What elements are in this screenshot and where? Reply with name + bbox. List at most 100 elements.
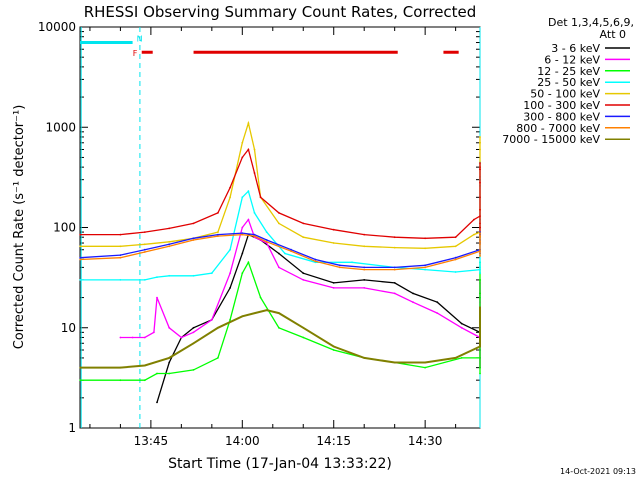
data-point xyxy=(479,215,481,218)
data-point xyxy=(143,251,146,253)
data-point xyxy=(479,268,481,271)
data-point xyxy=(79,366,82,369)
series-line xyxy=(120,218,481,368)
data-point xyxy=(253,148,256,151)
y-tick-label: 1000 xyxy=(45,120,76,134)
data-point xyxy=(424,264,426,267)
data-point xyxy=(210,272,213,275)
data-point xyxy=(332,287,335,289)
data-point xyxy=(143,364,146,367)
data-point xyxy=(393,246,396,249)
legend-entry-label: 100 - 300 keV xyxy=(523,99,600,112)
legend-title: Det 1,3,4,5,6,9, xyxy=(548,16,634,29)
data-point xyxy=(156,372,158,375)
y-tick-label: 100 xyxy=(53,221,76,235)
legend-entry-label: 7000 - 15000 keV xyxy=(502,133,600,146)
data-point xyxy=(278,252,280,255)
series-800-7000-kev xyxy=(79,232,481,271)
data-point xyxy=(168,274,171,277)
data-point xyxy=(265,309,268,311)
data-point xyxy=(479,272,481,275)
data-point xyxy=(479,166,481,169)
series-50-100-kev xyxy=(79,120,481,250)
data-point xyxy=(156,276,158,278)
data-point xyxy=(363,233,366,236)
data-point xyxy=(479,240,481,243)
series-100-300-kev xyxy=(79,148,481,240)
x-axis-label: Start Time (17-Jan-04 13:33:22) xyxy=(168,456,392,472)
data-point xyxy=(153,331,155,334)
data-point xyxy=(479,296,481,299)
data-point xyxy=(479,235,481,238)
data-point xyxy=(479,162,481,164)
series-line xyxy=(80,307,481,369)
data-point xyxy=(473,233,475,236)
data-point xyxy=(393,361,396,364)
data-point xyxy=(479,250,481,253)
data-point xyxy=(332,349,335,351)
data-point xyxy=(143,279,146,281)
data-point xyxy=(332,228,335,231)
legend-entry-label: 25 - 50 keV xyxy=(537,76,600,89)
series-7000-15000-kev xyxy=(79,306,481,369)
data-point xyxy=(210,318,213,321)
data-point xyxy=(192,237,195,240)
data-point xyxy=(302,279,305,281)
data-point xyxy=(278,326,280,329)
data-point xyxy=(332,242,335,244)
legend-entry-label: 3 - 6 keV xyxy=(551,42,600,55)
data-point xyxy=(192,369,195,371)
data-point xyxy=(479,279,481,281)
data-point xyxy=(119,254,122,256)
data-point xyxy=(302,326,305,329)
data-point xyxy=(119,366,122,369)
x-tick-label: 14:30 xyxy=(408,434,443,448)
data-point xyxy=(479,255,481,257)
data-point xyxy=(479,261,481,264)
data-point xyxy=(259,196,262,199)
data-point xyxy=(479,372,481,375)
data-point xyxy=(284,252,286,255)
x-tick-label: 14:15 xyxy=(316,434,351,448)
y-tick-label: 10 xyxy=(61,321,76,335)
data-point xyxy=(479,318,481,321)
data-point xyxy=(143,336,146,339)
data-point xyxy=(424,237,426,240)
data-point xyxy=(479,181,481,184)
data-point xyxy=(229,186,232,189)
data-point xyxy=(217,212,219,214)
data-point xyxy=(479,309,481,311)
data-point xyxy=(119,233,122,236)
data-point xyxy=(424,247,426,250)
data-point xyxy=(479,226,481,229)
legend-subtitle: Att 0 xyxy=(600,28,626,41)
data-point xyxy=(247,122,250,124)
data-point xyxy=(479,292,481,295)
data-point xyxy=(119,336,122,339)
data-point xyxy=(168,240,171,243)
data-point xyxy=(338,264,341,267)
data-point xyxy=(131,336,134,339)
data-point xyxy=(363,268,366,271)
data-point xyxy=(393,282,396,284)
data-point xyxy=(253,233,256,236)
data-point xyxy=(143,243,146,246)
data-point xyxy=(479,136,481,138)
data-point xyxy=(424,361,426,364)
data-point xyxy=(393,266,396,269)
data-point xyxy=(241,141,244,144)
data-point xyxy=(79,256,82,259)
data-point xyxy=(338,266,341,269)
data-point xyxy=(253,235,256,238)
data-point xyxy=(247,261,250,264)
data-point xyxy=(278,312,280,314)
y-axis-label: Corrected Count Rate (s⁻¹ detector⁻¹) xyxy=(12,105,27,350)
x-tick-label: 14:00 xyxy=(225,434,260,448)
data-point xyxy=(436,312,439,314)
data-point xyxy=(192,342,195,345)
data-point xyxy=(192,222,195,225)
x-tick-label: 13:45 xyxy=(134,434,169,448)
data-point xyxy=(253,212,256,214)
data-point xyxy=(302,272,305,275)
data-point xyxy=(119,279,122,281)
